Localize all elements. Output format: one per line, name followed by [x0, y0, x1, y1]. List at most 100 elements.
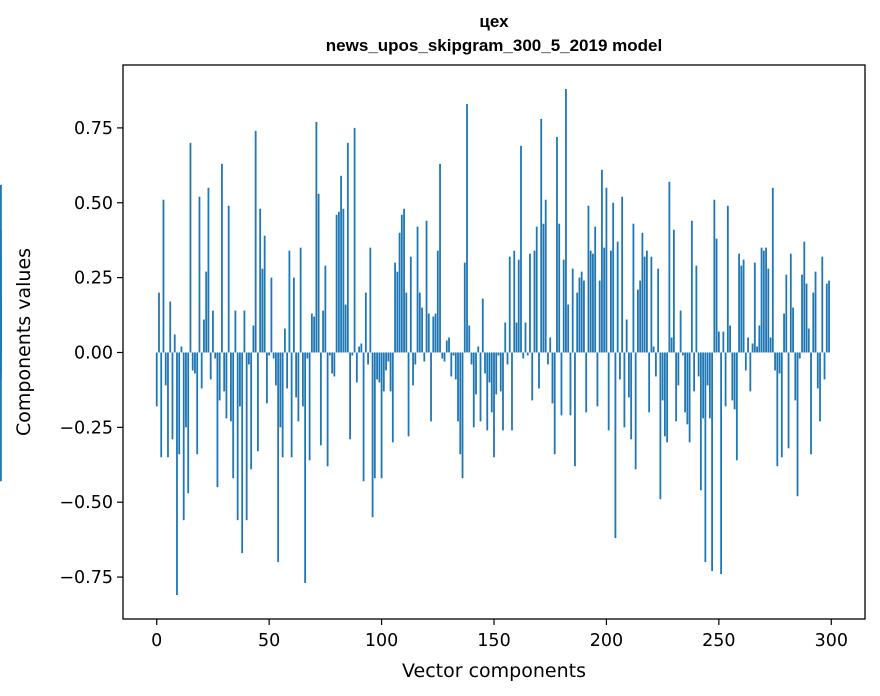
bar [385, 352, 387, 371]
bar [367, 352, 369, 365]
bar [252, 325, 255, 353]
bar [668, 181, 671, 353]
bar [569, 352, 572, 416]
bar [286, 352, 289, 389]
bar [610, 250, 612, 353]
bar [155, 352, 158, 407]
bar [578, 277, 581, 353]
bar [250, 352, 253, 470]
bar [0, 352, 2, 380]
bar [758, 325, 761, 353]
bar [771, 187, 774, 353]
bar [0, 307, 2, 353]
bar [187, 352, 190, 494]
bar [470, 352, 473, 365]
bar [828, 280, 830, 353]
bar [466, 103, 468, 353]
bar [335, 214, 338, 353]
y-tick-label: −0.25 [59, 418, 113, 438]
y-tick-label: 0.00 [74, 343, 113, 363]
bar [646, 250, 648, 353]
bar [652, 346, 655, 353]
bar [598, 280, 601, 353]
bar [290, 352, 293, 458]
bar [299, 247, 302, 353]
bar [605, 187, 608, 353]
bar [794, 352, 797, 401]
bar [436, 250, 439, 353]
bar [407, 352, 410, 437]
bar [198, 196, 201, 353]
bar [742, 259, 745, 353]
y-tick-label: 0.50 [74, 194, 113, 214]
bar [243, 310, 246, 353]
bar [769, 337, 772, 353]
bar [441, 352, 444, 359]
bar [373, 352, 376, 479]
bar [340, 175, 342, 353]
bar [450, 352, 453, 377]
bar [614, 352, 617, 539]
bar [677, 352, 680, 386]
bar [565, 88, 567, 353]
bar [326, 352, 329, 467]
bar [724, 352, 727, 407]
bar [344, 304, 347, 353]
bar [297, 352, 300, 422]
bar [400, 214, 403, 353]
bar [239, 352, 241, 407]
bar [506, 352, 509, 365]
bar [430, 352, 432, 422]
bar [762, 250, 765, 353]
bar [684, 352, 687, 413]
bar [398, 232, 401, 353]
plot-frame [122, 64, 866, 620]
bar [731, 352, 734, 401]
bar [322, 310, 325, 353]
bar [630, 352, 633, 440]
bar [787, 352, 790, 449]
bar [819, 352, 821, 422]
bar [445, 340, 448, 353]
bar [443, 352, 446, 362]
bar [760, 247, 763, 353]
bar [720, 352, 722, 575]
x-axis-ticks: 0 50 100 150 200 250 300 [151, 619, 848, 651]
bar [513, 250, 516, 353]
bar [275, 352, 277, 386]
bar [715, 238, 718, 353]
bar [607, 352, 610, 431]
bar [412, 352, 414, 386]
bar [475, 352, 477, 395]
bar [666, 352, 669, 443]
bar [387, 352, 390, 362]
bar [803, 241, 806, 353]
bar [176, 352, 178, 596]
bar [767, 268, 770, 353]
bar [634, 352, 637, 470]
bar [821, 256, 824, 353]
bar [792, 307, 794, 353]
bar [497, 352, 500, 356]
bar [531, 352, 534, 401]
bar [672, 229, 675, 353]
bar [342, 208, 345, 353]
bar [495, 352, 498, 395]
bar [675, 352, 678, 422]
bar [468, 325, 471, 353]
bar [272, 352, 275, 359]
bar [744, 352, 747, 371]
bar [380, 352, 383, 479]
bar [603, 247, 606, 353]
bar [751, 343, 754, 353]
bar [628, 352, 630, 398]
bar [679, 310, 682, 353]
bar [810, 352, 812, 455]
bar [301, 352, 304, 407]
x-axis-label: Vector components [402, 660, 586, 682]
x-tick-label: 50 [258, 631, 280, 651]
bar [515, 322, 518, 353]
bar [670, 337, 673, 353]
bar [574, 352, 576, 467]
bar [394, 262, 396, 353]
